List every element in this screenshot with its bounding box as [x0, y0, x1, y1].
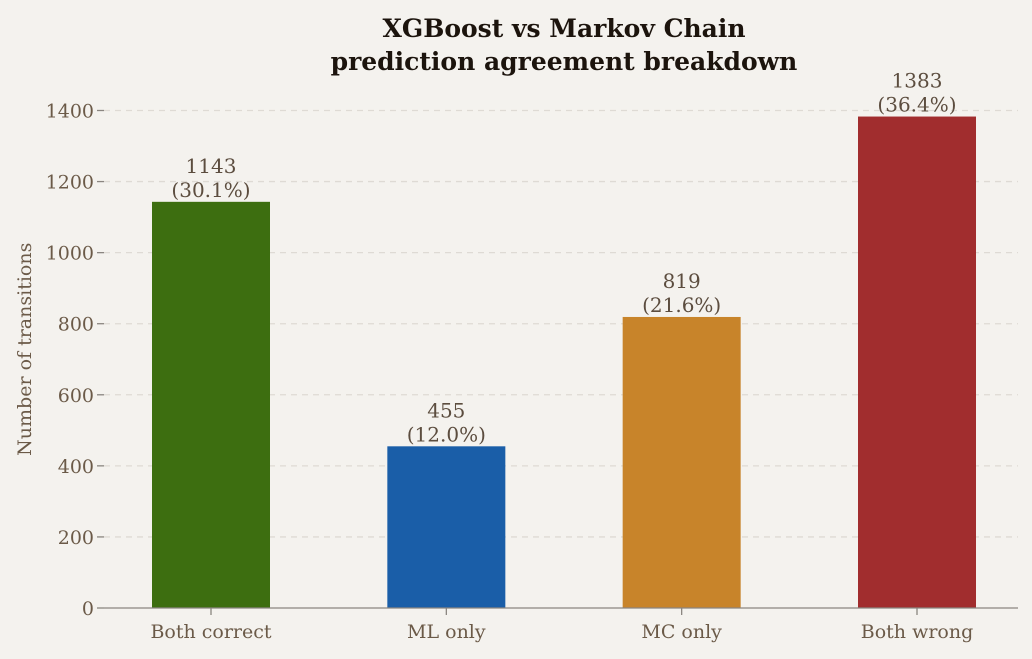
bars [152, 116, 976, 608]
value-label-both-correct: 1143 [186, 154, 237, 178]
y-tick-label-400: 400 [58, 456, 94, 478]
y-tick-label-200: 200 [58, 527, 94, 549]
chart-title-line-2: prediction agreement breakdown [331, 47, 798, 76]
bar-ml-only [387, 446, 506, 608]
y-tick-label-0: 0 [82, 598, 94, 620]
y-tick-label-1000: 1000 [46, 243, 94, 265]
x-axis-ticks: Both correct ML only MC only Both wrong [150, 608, 973, 643]
percent-label-both-correct: (30.1%) [171, 178, 250, 202]
x-tick-label-ml-only: ML only [407, 621, 486, 643]
y-tick-label-800: 800 [58, 314, 94, 336]
bar-both-correct [152, 201, 270, 608]
y-axis-ticks: 0 200 400 600 800 1000 1200 1400 [46, 101, 104, 620]
percent-label-mc-only: (21.6%) [642, 293, 721, 317]
x-tick-label-both-wrong: Both wrong [861, 621, 974, 643]
data-labels: 1143(30.1%) 455(12.0%) 819(21.6%) 1383(36.4… [171, 69, 956, 447]
bar-both-wrong [858, 116, 976, 608]
y-tick-label-1400: 1400 [46, 101, 94, 123]
bar-mc-only [622, 316, 741, 608]
percent-label-ml-only: (12.0%) [407, 422, 486, 446]
x-tick-label-mc-only: MC only [641, 621, 722, 643]
chart-title-line-1: XGBoost vs Markov Chain [382, 14, 745, 43]
value-label-both-wrong: 1383 [892, 69, 943, 93]
y-axis-label: Number of transitions [14, 243, 36, 456]
x-tick-label-both-correct: Both correct [150, 621, 271, 643]
percent-label-both-wrong: (36.4%) [877, 93, 956, 117]
value-label-mc-only: 819 [663, 269, 701, 293]
y-tick-label-1200: 1200 [46, 172, 94, 194]
value-label-ml-only: 455 [427, 398, 465, 422]
y-tick-label-600: 600 [58, 385, 94, 407]
